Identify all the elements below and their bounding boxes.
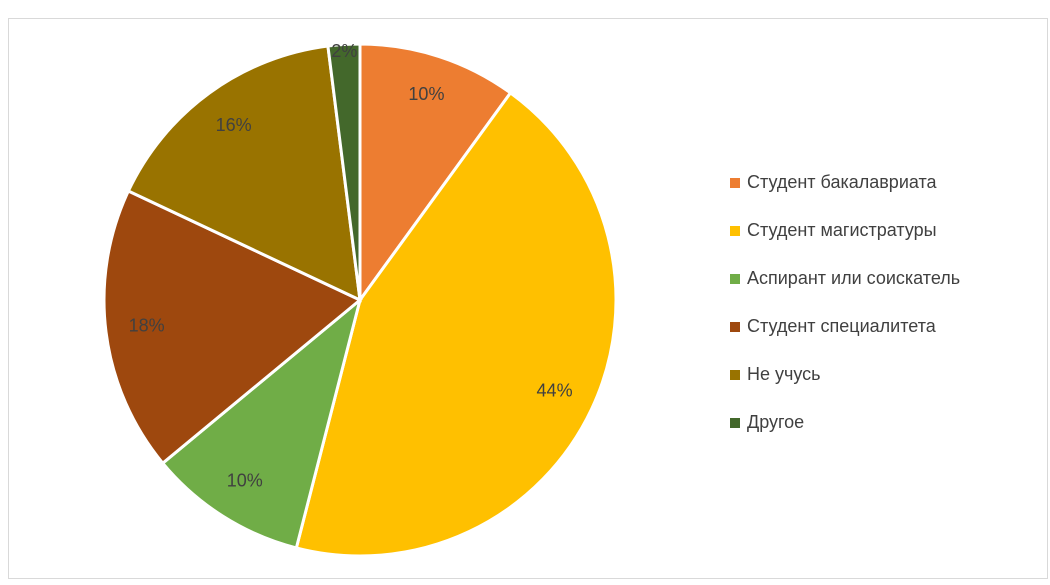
data-label: 18% bbox=[129, 316, 165, 336]
data-label: 16% bbox=[216, 115, 252, 135]
legend-swatch bbox=[730, 418, 740, 428]
legend-label: Аспирант или соискатель bbox=[747, 268, 960, 288]
data-label: 44% bbox=[537, 380, 573, 400]
legend-label: Не учусь bbox=[747, 364, 821, 384]
legend-swatch bbox=[730, 274, 740, 284]
legend-swatch bbox=[730, 226, 740, 236]
data-label: 10% bbox=[227, 470, 263, 490]
legend-swatch bbox=[730, 322, 740, 332]
pie-slice bbox=[160, 295, 363, 550]
pie-slice bbox=[294, 90, 618, 558]
pie-slice bbox=[126, 44, 362, 303]
legend-label: Другое bbox=[747, 412, 804, 432]
pie-slice bbox=[102, 189, 363, 466]
data-label: 10% bbox=[408, 84, 444, 104]
legend-swatch bbox=[730, 370, 740, 380]
legend-label: Студент специалитета bbox=[747, 316, 937, 336]
legend-label: Студент бакалавриата bbox=[747, 172, 938, 192]
legend-label: Студент магистратуры bbox=[747, 220, 937, 240]
pie-slice bbox=[358, 42, 513, 305]
data-label: 2% bbox=[331, 41, 357, 61]
legend-swatch bbox=[730, 178, 740, 188]
pie-slice bbox=[326, 42, 362, 301]
